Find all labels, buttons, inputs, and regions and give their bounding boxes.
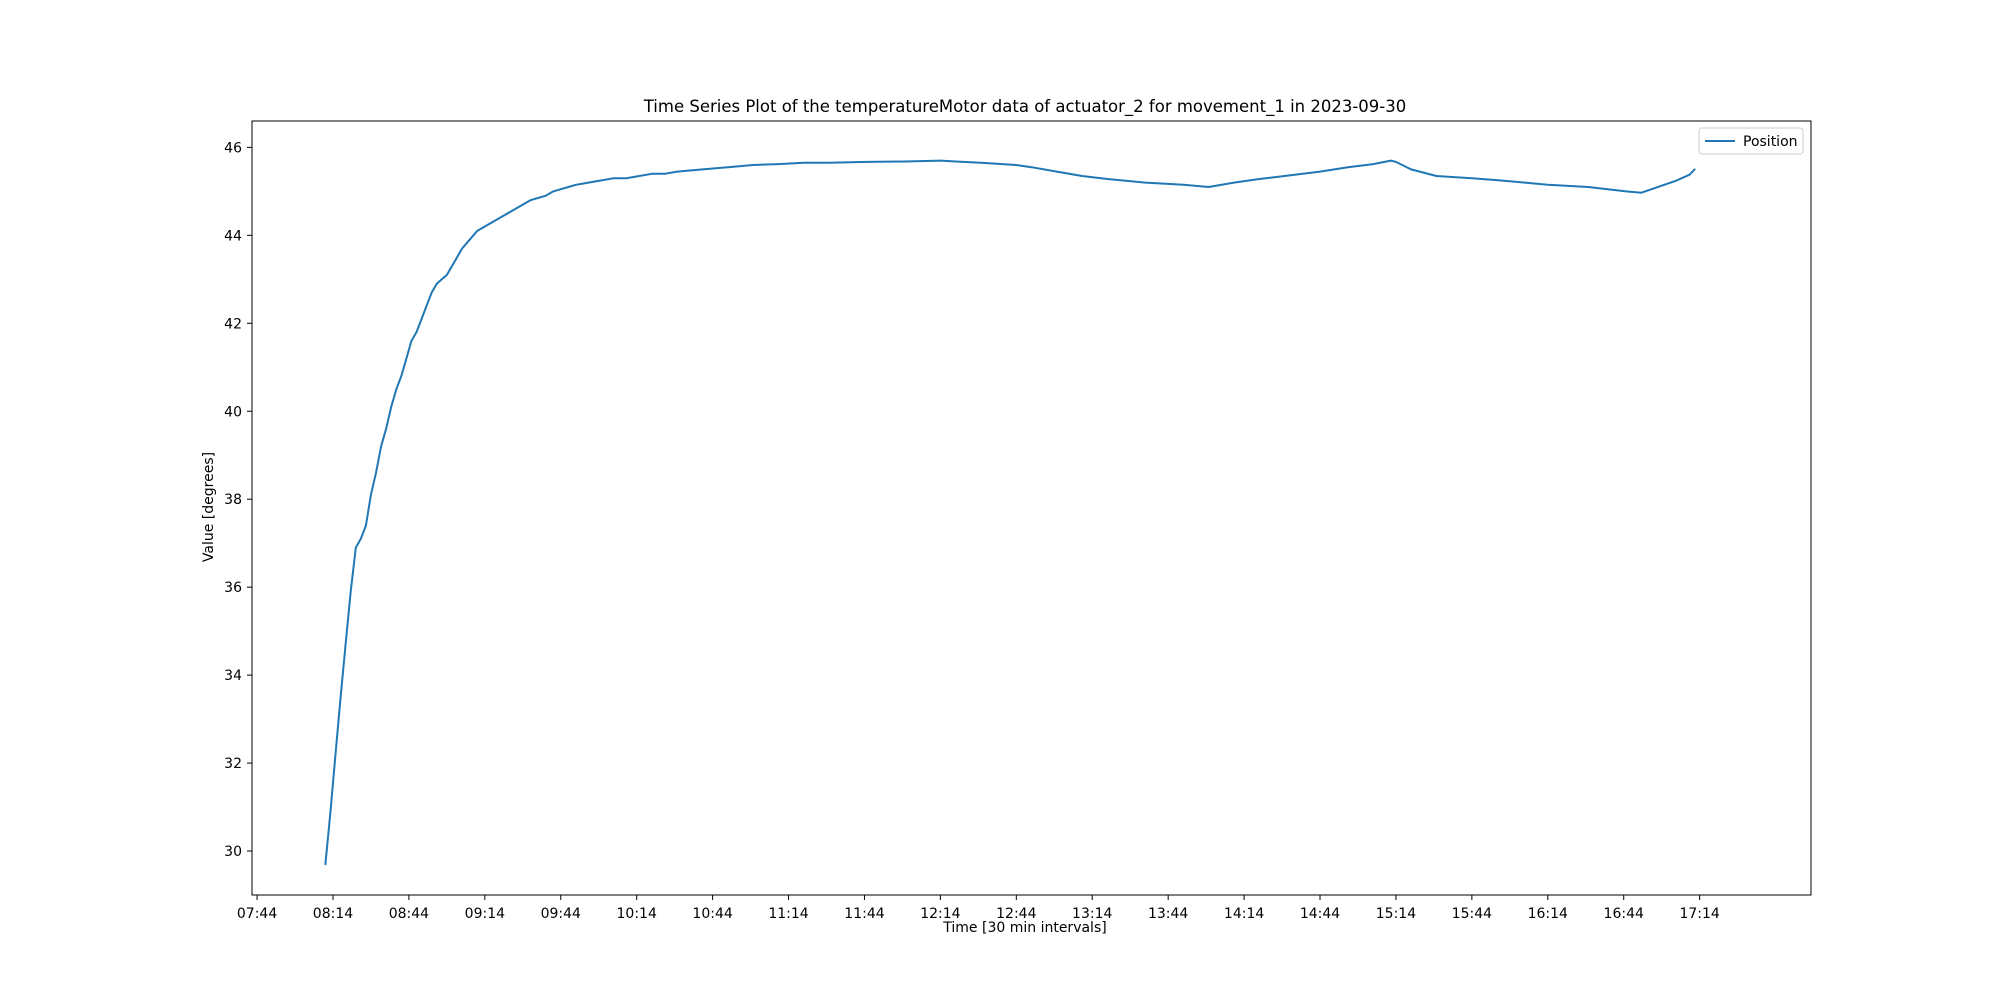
y-tick-label: 30 (224, 844, 242, 860)
y-axis: 30 32 34 36 38 40 42 44 46 (224, 140, 252, 860)
x-tick-label: 13:14 (1072, 906, 1112, 922)
y-tick-label: 44 (224, 228, 242, 244)
y-tick-label: 34 (224, 668, 242, 684)
x-tick-label: 15:44 (1452, 906, 1492, 922)
x-tick-label: 09:14 (465, 906, 505, 922)
x-tick-label: 17:14 (1679, 906, 1719, 922)
y-tick-label: 40 (224, 404, 242, 420)
y-tick-label: 32 (224, 756, 242, 772)
x-tick-label: 08:44 (389, 906, 429, 922)
x-tick-label: 10:14 (617, 906, 657, 922)
legend: Position (1698, 127, 1804, 155)
x-tick-label: 16:44 (1604, 906, 1644, 922)
x-tick-label: 16:14 (1528, 906, 1568, 922)
y-tick-label: 42 (224, 316, 242, 332)
x-tick-label: 13:44 (1148, 906, 1188, 922)
x-tick-label: 14:14 (1224, 906, 1264, 922)
x-tick-label: 12:44 (996, 906, 1036, 922)
chart-title: Time Series Plot of the temperatureMotor… (643, 97, 1407, 117)
x-axis: 07:44 08:14 08:44 09:14 09:44 10:14 10:44 11:14… (237, 895, 1720, 922)
x-tick-label: 09:44 (541, 906, 581, 922)
x-tick-label: 08:14 (313, 906, 353, 922)
legend-label: Position (1743, 134, 1798, 150)
x-tick-label: 11:14 (768, 906, 808, 922)
x-tick-label: 11:44 (844, 906, 884, 922)
x-axis-label: Time [30 min intervals] (942, 920, 1106, 936)
plot-area (251, 120, 1812, 896)
y-tick-label: 38 (224, 492, 242, 508)
y-tick-label: 36 (224, 580, 242, 596)
x-tick-label: 12:14 (920, 906, 960, 922)
y-tick-label: 46 (224, 140, 242, 156)
x-tick-label: 14:44 (1300, 906, 1340, 922)
x-tick-label: 15:14 (1376, 906, 1416, 922)
y-axis-label: Value [degrees] (201, 452, 217, 562)
series-layer (324, 159, 1696, 866)
legend-box (1698, 127, 1804, 155)
x-tick-label: 07:44 (237, 906, 277, 922)
x-tick-label: 10:44 (692, 906, 732, 922)
series-line-0 (324, 159, 1696, 866)
